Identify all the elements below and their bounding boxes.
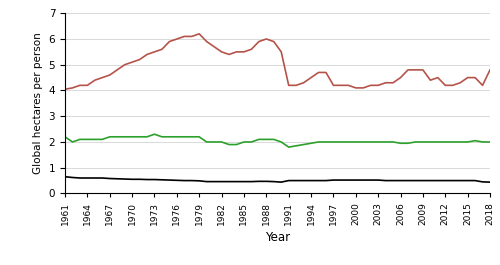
Line: Load capacity factor: Load capacity factor (65, 177, 490, 182)
Line: Ecological footprint: Ecological footprint (65, 34, 490, 89)
Load capacity factor (62, 175, 68, 178)
Biocapacity (390, 140, 396, 144)
Biocapacity (472, 139, 478, 142)
Ecological footprint (487, 68, 493, 72)
Biocapacity (62, 135, 68, 138)
Load capacity factor (166, 178, 172, 182)
Load capacity factor (487, 180, 493, 184)
Ecological footprint (353, 86, 359, 90)
Load capacity factor (159, 178, 165, 182)
Ecological footprint (166, 40, 172, 43)
Biocapacity (166, 135, 172, 138)
Ecological footprint (428, 79, 434, 82)
Load capacity factor (428, 179, 434, 182)
Ecological footprint (472, 76, 478, 79)
Biocapacity (174, 135, 180, 138)
Biocapacity (360, 140, 366, 144)
Ecological footprint (62, 88, 68, 91)
Biocapacity (435, 140, 441, 144)
Ecological footprint (382, 81, 388, 84)
Line: Biocapacity: Biocapacity (65, 134, 490, 147)
Biocapacity (152, 133, 158, 136)
X-axis label: Year: Year (265, 231, 290, 244)
Load capacity factor (472, 179, 478, 182)
Load capacity factor (353, 178, 359, 182)
Biocapacity (487, 140, 493, 144)
Load capacity factor (382, 179, 388, 182)
Ecological footprint (196, 32, 202, 36)
Load capacity factor (278, 180, 284, 184)
Y-axis label: Global hectares per person: Global hectares per person (33, 33, 43, 174)
Biocapacity (286, 145, 292, 149)
Ecological footprint (159, 48, 165, 51)
